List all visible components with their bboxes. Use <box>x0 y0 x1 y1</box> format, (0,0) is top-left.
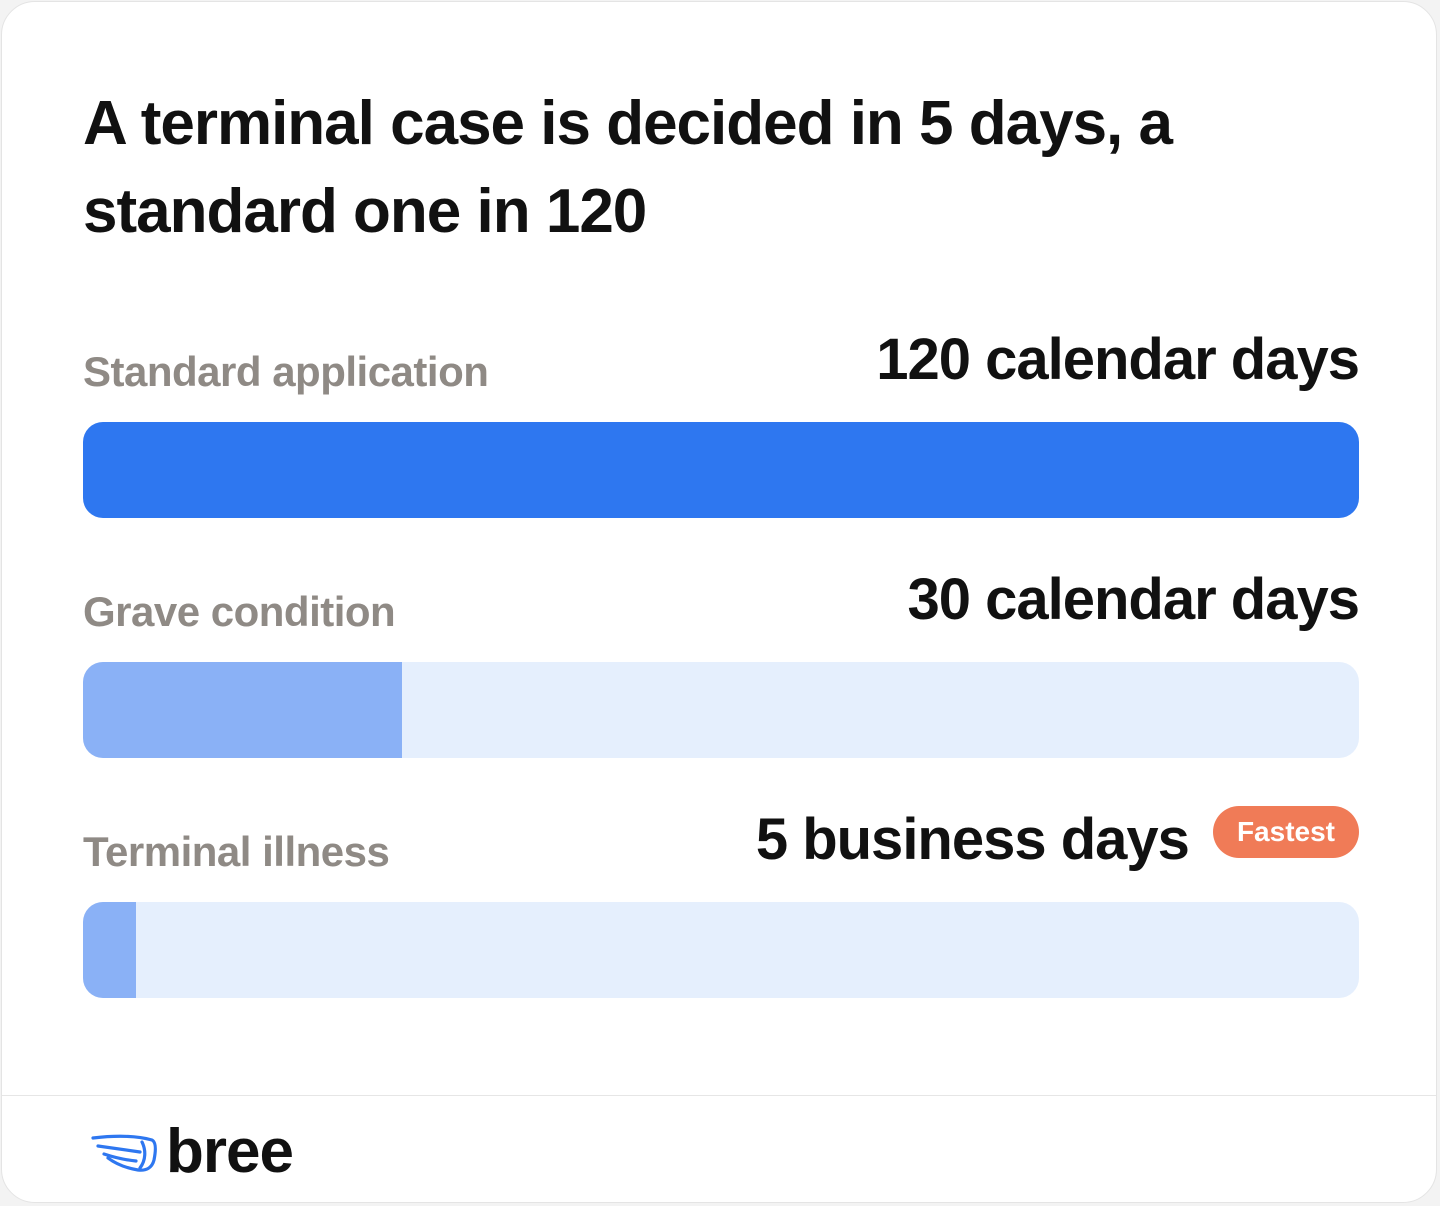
fastest-badge: Fastest <box>1212 806 1359 858</box>
category-label: Grave condition <box>83 588 396 635</box>
value-label-group: 30 calendar days <box>907 560 1360 640</box>
bar-row: Standard application 120 calendar days <box>83 320 1360 518</box>
bar <box>83 662 402 758</box>
bar-track <box>83 662 1359 758</box>
data-label: 120 calendar days <box>876 327 1360 392</box>
data-label: 5 business days <box>755 807 1190 872</box>
bar-row-header: Grave condition 30 calendar days <box>83 560 1360 640</box>
value-label-group: 5 business days Fastest <box>756 800 1359 880</box>
category-label: Terminal illness <box>83 828 390 875</box>
bar-track <box>83 902 1359 998</box>
value-label-group: 120 calendar days <box>876 320 1360 400</box>
bar-row-header: Terminal illness 5 business days Fastest <box>83 800 1359 880</box>
logo-text: bree <box>166 1117 294 1186</box>
wing-icon <box>91 1134 157 1172</box>
bar-track <box>83 422 1359 518</box>
data-label: 30 calendar days <box>907 567 1360 632</box>
footer-divider <box>2 1095 1436 1096</box>
bar <box>83 422 1359 518</box>
bar-row: Grave condition 30 calendar days <box>83 560 1360 758</box>
bar-row: Terminal illness 5 business days Fastest <box>83 800 1359 998</box>
brand-logo: bree <box>90 1117 294 1186</box>
bar-row-header: Standard application 120 calendar days <box>83 320 1360 400</box>
category-label: Standard application <box>83 348 489 395</box>
bar <box>83 902 137 998</box>
chart-title: A terminal case is decided in 5 days, a … <box>83 89 1173 246</box>
